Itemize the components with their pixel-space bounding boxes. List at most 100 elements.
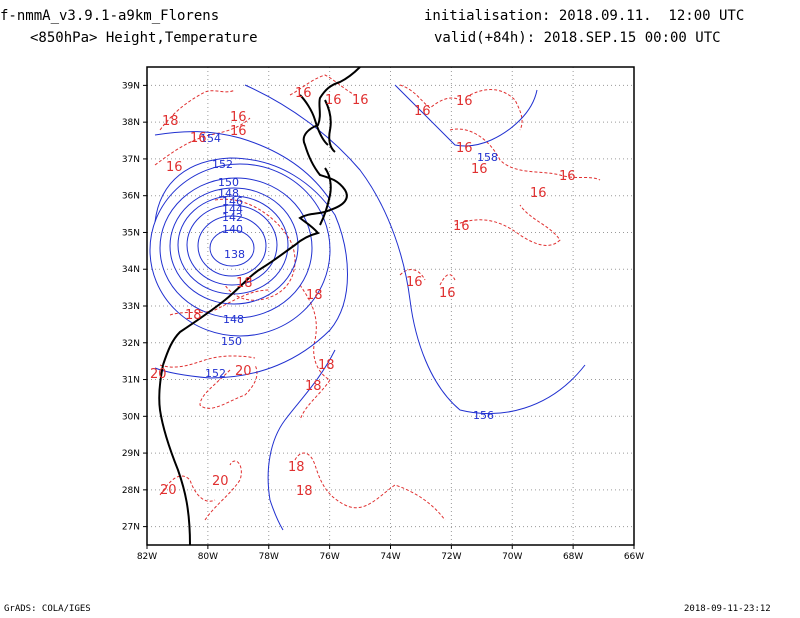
temp-contour-16-west (154, 117, 251, 166)
temp-label-18-c: 18 (318, 358, 335, 373)
low-center-label: 138 (224, 248, 245, 261)
lon-tick-label: 76W (319, 552, 339, 562)
height-contours (149, 84, 586, 531)
temp-contour-16-central-b (439, 274, 456, 286)
field-title: <850hPa> Height,Temperature (30, 30, 258, 46)
lon-tick-label: 80W (198, 552, 218, 562)
lat-tick-label: 28N (122, 486, 140, 496)
temp-contour-16-northwest (159, 89, 236, 131)
lat-tick-label: 27N (122, 523, 140, 533)
height-label-150-south: 150 (221, 335, 242, 348)
temp-contour-18-sw (169, 289, 271, 316)
lon-tick-label: 74W (380, 552, 400, 562)
temp-label-16-b: 16 (230, 124, 247, 139)
temp-label-18-sw: 18 (185, 308, 202, 323)
temp-label-16-j: 16 (456, 141, 473, 156)
temp-label-20-b: 20 (235, 364, 252, 379)
temp-label-16-h: 16 (414, 104, 431, 119)
temp-contour-20-south (204, 460, 242, 521)
temp-contour-16-northeast-b (469, 89, 523, 131)
lat-tick-label: 31N (122, 376, 140, 386)
height-label-150: 150 (218, 176, 239, 189)
lat-tick-label: 39N (122, 81, 140, 91)
temp-label-16-a: 16 (230, 110, 247, 125)
temp-label-16-m: 16 (530, 186, 547, 201)
height-label-144: 144 (222, 203, 243, 216)
temp-label-18-d: 18 (305, 379, 322, 394)
height-label-140: 140 (222, 223, 243, 236)
temp-label-20-d: 20 (160, 483, 177, 498)
temp-label-16-p: 16 (439, 286, 456, 301)
temp-label-16-o: 16 (406, 275, 423, 290)
height-contour-156 (244, 84, 586, 415)
model-title: f-nmmA_v3.9.1-a9km_Florens (0, 8, 220, 24)
lat-tick-label: 30N (122, 412, 140, 422)
height-contour-148 (159, 177, 313, 319)
height-label-152-south: 152 (205, 367, 226, 380)
height-label-154: 154 (200, 132, 221, 145)
lat-tick-label: 34N (122, 265, 140, 275)
height-label-148: 148 (218, 187, 239, 200)
outer-banks (319, 167, 332, 226)
temp-label-18-ring: 18 (236, 276, 253, 291)
temp-label-18-nw: 18 (162, 114, 179, 129)
height-contour-150 (149, 163, 331, 337)
lat-tick-label: 36N (122, 192, 140, 202)
lon-tick-label: 68W (563, 552, 583, 562)
lat-tick-label: 35N (122, 228, 140, 238)
temp-contour-20-southwest (159, 475, 216, 502)
height-contour-146 (169, 187, 299, 305)
chesapeake-bay (299, 94, 329, 146)
lon-tick-label: 82W (137, 552, 157, 562)
height-label-152: 152 (212, 158, 233, 171)
temp-label-18-mid: 18 (306, 288, 323, 303)
height-contour-158 (394, 84, 538, 147)
lon-tick-label: 70W (502, 552, 522, 562)
credit-label: GrADS: COLA/IGES (4, 604, 91, 614)
temp-contour-16-east-lower (454, 204, 561, 246)
height-label-148-south: 148 (223, 313, 244, 326)
lat-tick-label: 37N (122, 155, 140, 165)
height-contour-154 (154, 131, 331, 201)
lon-tick-label: 72W (441, 552, 461, 562)
temp-label-16-k: 16 (471, 162, 488, 177)
temp-label-16-g: 16 (352, 93, 369, 108)
temp-label-16-e: 16 (295, 86, 312, 101)
temp-label-18-f: 18 (296, 484, 313, 499)
temp-contour-16-north-coast (289, 74, 356, 96)
temp-contour-16-central (399, 269, 426, 281)
east-coast-line (162, 67, 361, 366)
longitude-ticks: 82W 80W 78W 76W 74W 72W 70W 68W 66W (137, 545, 644, 562)
temp-contour-16-northeast-a (399, 84, 461, 109)
height-contour-152-south (267, 349, 336, 531)
lat-tick-label: 38N (122, 118, 140, 128)
temp-contour-18-middle (299, 284, 331, 421)
height-label-142: 142 (222, 211, 243, 224)
height-label-156: 156 (473, 409, 494, 422)
delmarva-peninsula (324, 99, 336, 153)
temp-label-16-c: 16 (190, 131, 207, 146)
timestamp-label: 2018-09-11-23:12 (684, 604, 771, 614)
temp-contour-20-west (159, 355, 256, 368)
height-contour-140 (197, 215, 267, 277)
temp-label-18-e: 18 (288, 460, 305, 475)
temp-label-16-i: 16 (456, 94, 473, 109)
temp-contour-16-east-loop (449, 128, 601, 181)
map-frame (146, 66, 635, 546)
height-label-146: 146 (222, 195, 243, 208)
height-contour-142 (186, 204, 278, 286)
height-contour-152 (154, 157, 348, 379)
latitude-ticks: 27N 28N 29N 30N 31N 32N 33N 34N 35N 36N 37N 38N 39N (122, 81, 147, 533)
lat-tick-label: 33N (122, 302, 140, 312)
temp-label-16-f: 16 (325, 93, 342, 108)
lat-tick-label: 32N (122, 339, 140, 349)
height-label-158: 158 (477, 151, 498, 164)
temperature-contours (154, 74, 601, 521)
lat-tick-label: 29N (122, 449, 140, 459)
coastline (158, 67, 361, 545)
temp-label-16-d: 16 (166, 160, 183, 175)
temp-label-20-c: 20 (212, 474, 229, 489)
temp-label-16-n: 16 (453, 219, 470, 234)
init-time-label: initialisation: 2018.09.11. 12:00 UTC (424, 8, 745, 24)
